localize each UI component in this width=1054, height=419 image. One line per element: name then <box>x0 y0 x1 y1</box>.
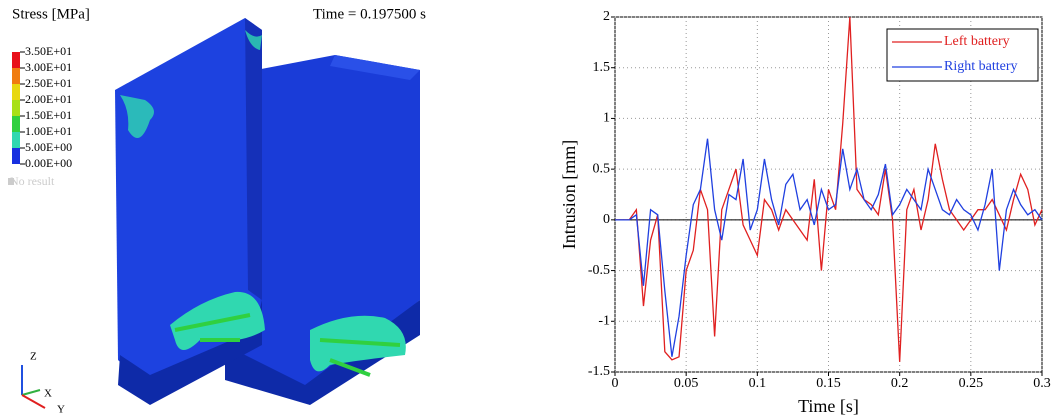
y-tick-label: 0.5 <box>593 161 611 176</box>
legend-label: Left battery <box>944 34 1010 49</box>
x-tick-label: 0.15 <box>816 376 841 391</box>
right-battery-base <box>225 300 420 405</box>
y-axis-label: Intrusion [mm] <box>559 140 579 250</box>
colorbar-label: 1.50E+01 <box>25 108 72 122</box>
render-time: Time = 0.197500 s <box>313 6 426 22</box>
x-tick-label: 0 <box>612 376 619 391</box>
axis-x <box>21 389 41 396</box>
y-tick-label: -1.5 <box>588 364 610 379</box>
x-tick-label: 0.25 <box>959 376 984 391</box>
stress-spot <box>245 30 262 50</box>
colorbar-label: 2.50E+01 <box>25 76 72 90</box>
x-tick-label: 0.3 <box>1033 376 1051 391</box>
colorbar-label: 0.00E+00 <box>25 156 72 170</box>
colorbar-label: 5.00E+00 <box>25 140 72 154</box>
axis-label: Y <box>57 404 65 416</box>
legend-label: Right battery <box>944 59 1018 74</box>
colorbar-label: 3.50E+01 <box>25 44 72 58</box>
right-battery <box>230 55 420 395</box>
x-axis-label: Time [s] <box>798 396 859 416</box>
left-battery-side <box>245 18 262 300</box>
y-tick-label: -0.5 <box>588 263 610 278</box>
colorbar-label: 1.00E+01 <box>25 124 72 138</box>
colorbar-segment <box>12 116 20 132</box>
no-result-label: No result <box>10 174 55 188</box>
render-title: Stress [MPa] <box>12 6 90 22</box>
y-tick-label: -1 <box>598 314 610 329</box>
data-line <box>615 138 1043 357</box>
colorbar-label: 2.00E+01 <box>25 92 72 106</box>
legend-box <box>886 28 1039 82</box>
x-tick-label: 0.05 <box>674 376 699 391</box>
y-tick-label: 1 <box>603 111 610 126</box>
axis-label: Z <box>30 351 37 363</box>
colorbar-segment <box>12 100 20 116</box>
colorbar-segment <box>12 84 20 100</box>
x-tick-label: 0.2 <box>891 376 909 391</box>
no-result-swatch <box>8 178 14 185</box>
y-tick-label: 1.5 <box>593 60 611 75</box>
stress-ribs <box>174 313 401 377</box>
colorbar-segment <box>12 52 20 68</box>
x-tick-label: 0.1 <box>749 376 767 391</box>
y-tick-label: 2 <box>603 9 610 24</box>
axis-y <box>21 394 46 409</box>
colorbar-segment <box>12 68 20 84</box>
y-tick-label: 0 <box>603 212 610 227</box>
data-line <box>615 16 1043 362</box>
colorbar-segment <box>12 132 20 148</box>
stress-spot <box>120 95 154 138</box>
left-battery-base <box>118 300 262 405</box>
axis-label: X <box>44 388 52 400</box>
colorbar-segment <box>12 148 20 164</box>
colorbar-label: 3.00E+01 <box>25 60 72 74</box>
right-battery-top <box>330 55 420 80</box>
battery-render <box>21 18 420 409</box>
